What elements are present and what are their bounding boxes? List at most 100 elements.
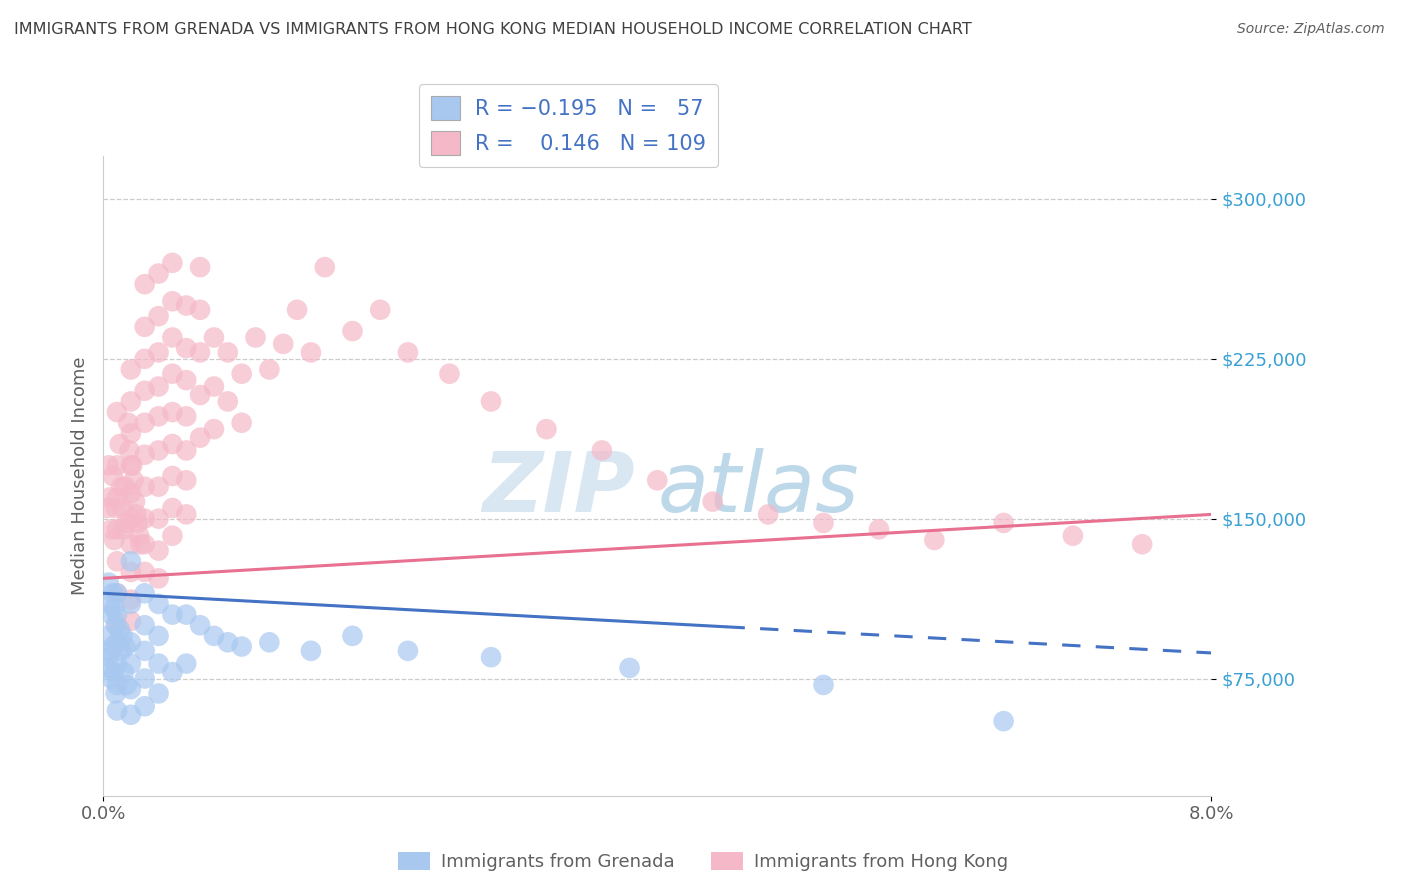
Point <box>105 657 128 671</box>
Point <box>120 458 142 473</box>
Point <box>105 678 128 692</box>
Point <box>105 554 128 568</box>
Point <box>104 501 127 516</box>
Legend: Immigrants from Grenada, Immigrants from Hong Kong: Immigrants from Grenada, Immigrants from… <box>391 845 1015 879</box>
Point <box>174 443 197 458</box>
Point <box>202 330 225 344</box>
Point <box>105 491 128 505</box>
Point <box>120 537 142 551</box>
Point <box>115 516 138 530</box>
Point <box>128 529 150 543</box>
Point <box>101 469 124 483</box>
Point <box>813 678 835 692</box>
Point <box>231 640 253 654</box>
Point <box>993 714 1015 728</box>
Point <box>924 533 946 547</box>
Point <box>299 345 322 359</box>
Point <box>174 657 197 671</box>
Point <box>120 592 142 607</box>
Point <box>188 260 211 274</box>
Point <box>202 629 225 643</box>
Point <box>105 586 128 600</box>
Point <box>174 299 197 313</box>
Point <box>122 473 145 487</box>
Point <box>148 511 170 525</box>
Point <box>103 665 125 680</box>
Point <box>134 511 156 525</box>
Point <box>1130 537 1153 551</box>
Point <box>439 367 461 381</box>
Point <box>114 640 136 654</box>
Point <box>110 644 132 658</box>
Point <box>105 704 128 718</box>
Point <box>105 405 128 419</box>
Point <box>120 565 142 579</box>
Point <box>105 458 128 473</box>
Point <box>148 597 170 611</box>
Point <box>342 324 364 338</box>
Point <box>174 607 197 622</box>
Point <box>120 486 142 500</box>
Point <box>162 437 184 451</box>
Point <box>134 537 156 551</box>
Point <box>645 473 668 487</box>
Text: IMMIGRANTS FROM GRENADA VS IMMIGRANTS FROM HONG KONG MEDIAN HOUSEHOLD INCOME COR: IMMIGRANTS FROM GRENADA VS IMMIGRANTS FR… <box>14 22 972 37</box>
Point <box>148 571 170 585</box>
Point <box>174 373 197 387</box>
Point <box>98 491 121 505</box>
Point <box>129 537 152 551</box>
Point <box>101 586 124 600</box>
Point <box>245 330 267 344</box>
Point <box>162 330 184 344</box>
Point <box>174 508 197 522</box>
Point <box>97 650 120 665</box>
Point <box>111 501 134 516</box>
Text: atlas: atlas <box>657 449 859 529</box>
Point <box>97 575 120 590</box>
Point <box>118 443 141 458</box>
Point <box>148 443 170 458</box>
Point <box>100 672 122 686</box>
Point <box>134 351 156 366</box>
Point <box>162 405 184 419</box>
Point <box>148 409 170 424</box>
Point <box>98 597 121 611</box>
Point <box>105 635 128 649</box>
Point <box>188 302 211 317</box>
Point <box>162 501 184 516</box>
Point <box>96 629 118 643</box>
Point <box>271 337 294 351</box>
Point <box>174 409 197 424</box>
Point <box>104 618 127 632</box>
Point <box>104 686 127 700</box>
Point <box>342 629 364 643</box>
Point <box>125 508 148 522</box>
Point <box>134 644 156 658</box>
Point <box>813 516 835 530</box>
Point <box>120 614 142 628</box>
Point <box>217 394 239 409</box>
Point <box>479 394 502 409</box>
Point <box>702 494 724 508</box>
Point <box>396 345 419 359</box>
Point <box>108 437 131 451</box>
Point <box>105 522 128 536</box>
Point <box>120 394 142 409</box>
Point <box>134 672 156 686</box>
Point <box>112 665 135 680</box>
Point <box>188 345 211 359</box>
Point <box>134 618 156 632</box>
Point <box>134 319 156 334</box>
Point <box>993 516 1015 530</box>
Point <box>96 661 118 675</box>
Point <box>285 302 308 317</box>
Point <box>134 448 156 462</box>
Text: Source: ZipAtlas.com: Source: ZipAtlas.com <box>1237 22 1385 37</box>
Point <box>100 607 122 622</box>
Point <box>162 294 184 309</box>
Point <box>105 618 128 632</box>
Point <box>299 644 322 658</box>
Point <box>231 367 253 381</box>
Point <box>368 302 391 317</box>
Point <box>120 554 142 568</box>
